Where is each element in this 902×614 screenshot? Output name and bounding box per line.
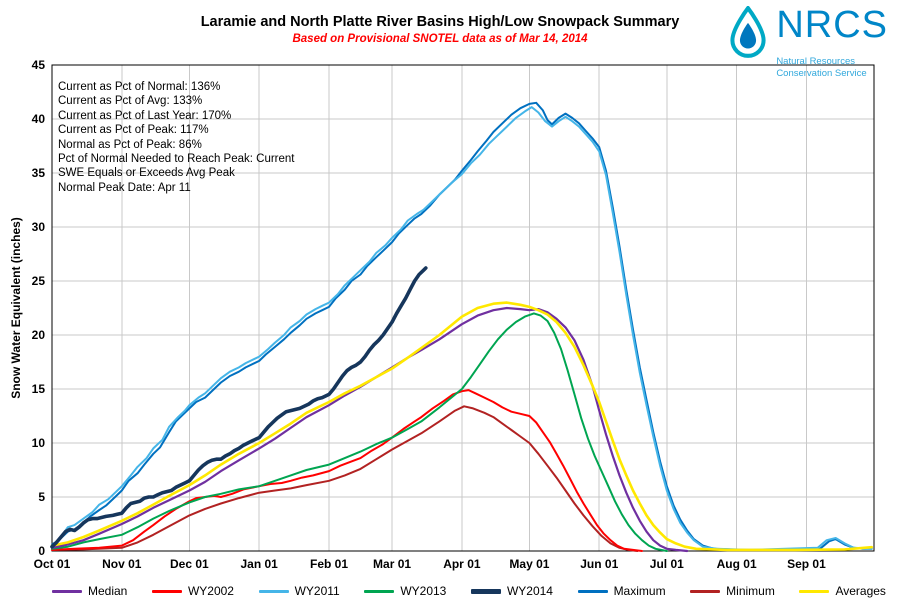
legend-swatch-averages (799, 589, 830, 593)
legend-item-maximum: Maximum (577, 584, 666, 598)
legend-swatch-minimum (690, 589, 721, 593)
y-tick-label: 5 (38, 490, 45, 504)
legend-label-averages: Averages (835, 584, 886, 598)
x-tick-label: Oct 01 (34, 557, 71, 571)
legend-label-median: Median (88, 584, 128, 598)
legend-label-minimum: Minimum (726, 584, 775, 598)
legend-label-wy2013: WY2013 (400, 584, 447, 598)
series-wy2011 (51, 106, 873, 551)
legend-swatch-wy2002 (151, 589, 182, 593)
series-wy2002 (51, 389, 643, 552)
nrcs-agency-name: Natural Resources Conservation Service (776, 56, 888, 81)
x-tick-label: Nov 01 (102, 557, 142, 571)
y-tick-label: 40 (32, 112, 46, 126)
x-tick-label: Dec 01 (170, 557, 209, 571)
legend-label-maximum: Maximum (613, 584, 666, 598)
chart-subtitle: Based on Provisional SNOTEL data as of M… (292, 33, 588, 45)
x-tick-label: Jul 01 (650, 557, 684, 571)
series-wy2014 (50, 266, 428, 549)
annotation-line-2: Current as Pct of Avg: 133% (58, 95, 203, 108)
annotation-line-8: Normal Peak Date: Apr 11 (58, 181, 191, 194)
legend-item-median: Median (52, 584, 127, 598)
x-tick-label: Jan 01 (241, 557, 279, 571)
legend-item-wy2013: WY2013 (364, 584, 446, 598)
x-tick-label: Aug 01 (717, 557, 757, 571)
water-drop-icon (730, 6, 766, 58)
y-tick-label: 10 (32, 436, 46, 450)
series-wy2013 (51, 312, 668, 552)
x-tick-label: May 01 (509, 557, 549, 571)
plot-border (51, 64, 875, 552)
annotation-line-6: Pct of Normal Needed to Reach Peak: Curr… (58, 153, 295, 166)
series-averages (50, 301, 874, 552)
x-tick-label: Feb 01 (310, 557, 348, 571)
nrcs-wordmark: NRCS (776, 4, 888, 46)
annotation-line-4: Current as Pct of Peak: 117% (58, 124, 209, 137)
x-tick-label: Sep 01 (787, 557, 826, 571)
y-tick-label: 0 (38, 544, 45, 558)
legend-swatch-median (52, 589, 82, 593)
y-tick-label: 30 (32, 220, 46, 234)
legend-item-wy2011: WY2011 (258, 584, 340, 598)
legend-item-wy2014: WY2014 (470, 584, 553, 598)
legend: Median WY2002 WY2011 WY2013 WY2014 Maximum Min… (52, 584, 886, 598)
nrcs-logo: NRCS Natural Resources Conservation Serv… (726, 4, 888, 81)
y-tick-label: 35 (32, 166, 46, 180)
annotation-line-1: Current as Pct of Normal: 136% (58, 81, 221, 93)
legend-swatch-maximum (577, 589, 608, 593)
y-tick-label: 45 (32, 58, 46, 72)
annotation-line-5: Normal as Pct of Peak: 86% (58, 138, 202, 151)
legend-swatch-wy2014 (470, 588, 501, 594)
nrcs-agency-line-1: Natural Resources (776, 55, 855, 67)
legend-item-averages: Averages (799, 584, 886, 598)
legend-swatch-wy2011 (258, 589, 289, 593)
annotation-block: Current as Pct of Normal: 136% Current a… (58, 80, 295, 195)
annotation-line-3: Current as Pct of Last Year: 170% (58, 109, 232, 122)
y-tick-label: 15 (32, 382, 46, 396)
annotation-line-7: SWE Equals or Exceeds Avg Peak (58, 167, 235, 180)
series-median (50, 306, 689, 553)
y-tick-label: 20 (32, 328, 46, 342)
chart-title: Laramie and North Platte River Basins Hi… (200, 14, 680, 30)
legend-item-wy2002: WY2002 (151, 584, 234, 598)
legend-label-wy2014: WY2014 (506, 584, 553, 598)
x-tick-label: Mar 01 (373, 557, 411, 571)
legend-item-minimum: Minimum (690, 584, 775, 598)
x-tick-label: Jun 01 (580, 557, 618, 571)
legend-swatch-wy2013 (364, 589, 395, 593)
series-minimum (51, 405, 639, 552)
legend-label-wy2011: WY2011 (294, 584, 340, 598)
legend-label-wy2002: WY2002 (187, 584, 234, 598)
nrcs-agency-line-2: Conservation Service (776, 68, 867, 80)
y-tick-label: 25 (32, 274, 46, 288)
x-tick-label: Apr 01 (443, 557, 481, 571)
